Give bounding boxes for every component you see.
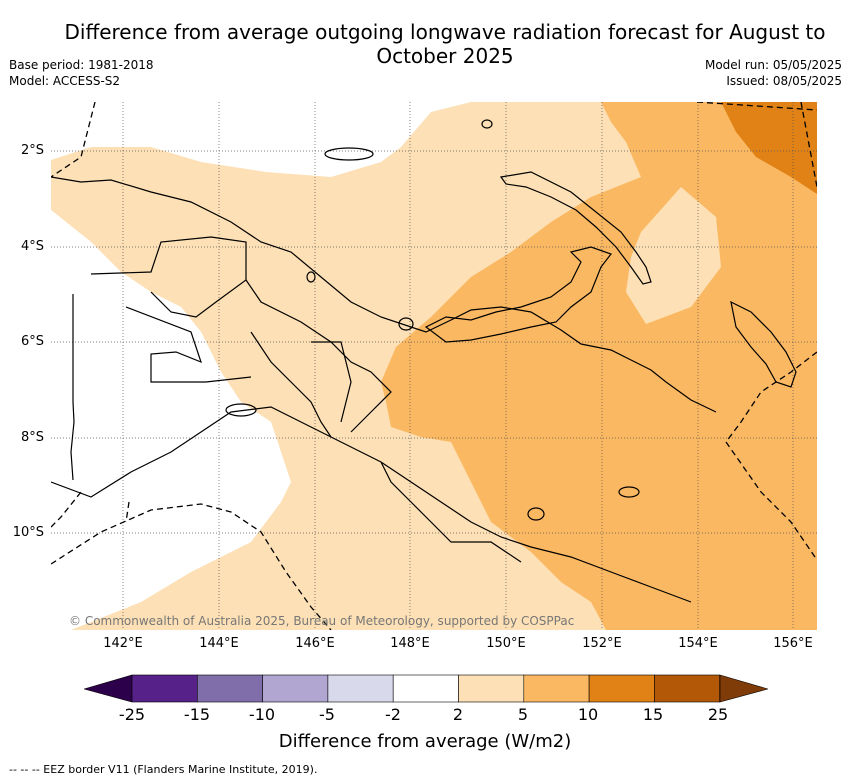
meta-right: Model run: 05/05/2025 Issued: 08/05/2025: [705, 57, 842, 89]
lon-label: 152°E: [582, 636, 622, 651]
model-run: Model run: 05/05/2025: [704, 58, 842, 72]
lon-label: 154°E: [678, 636, 718, 651]
region-neutral-west: [51, 210, 281, 592]
colorbar-cell: [131, 674, 198, 703]
colorbar-cell: [262, 674, 329, 703]
colorbar-tick: 5: [517, 705, 529, 724]
colorbar-label: Difference from average (W/m2): [278, 731, 572, 752]
colorbar-tick: 2: [452, 705, 464, 724]
map-title: Difference from average outgoing longwav…: [64, 20, 826, 68]
colorbar: [84, 674, 768, 703]
colorbar-tick: 15: [642, 705, 664, 724]
colorbar-tick: -15: [183, 705, 211, 724]
lat-label: 6°S: [20, 334, 44, 349]
colorbar-cell: [523, 674, 590, 703]
lat-label: 2°S: [20, 143, 44, 158]
lon-label: 150°E: [486, 636, 526, 651]
colorbar-cell: [392, 674, 459, 703]
issued-date: Issued: 08/05/2025: [726, 74, 842, 88]
colorbar-tick: -25: [118, 705, 146, 724]
map-svg: [51, 102, 817, 630]
colorbar-cell: [197, 674, 263, 703]
lon-label: 156°E: [773, 636, 813, 651]
colorbar-cell: [327, 674, 394, 703]
meta-left: Base period: 1981-2018 Model: ACCESS-S2: [9, 57, 154, 89]
model-name: Model: ACCESS-S2: [9, 74, 121, 88]
lat-label: 10°S: [12, 525, 44, 540]
colorbar-tick: 25: [707, 705, 729, 724]
colorbar-tick: -2: [385, 705, 401, 724]
colorbar-tick: 10: [577, 705, 599, 724]
lat-label: 8°S: [20, 430, 44, 445]
colorbar-over-arrow: [719, 674, 768, 703]
copyright-notice: © Commonwealth of Australia 2025, Bureau…: [69, 614, 575, 628]
colorbar-cell: [458, 674, 525, 703]
eez-footnote: -- -- -- EEZ border V11 (Flanders Marine…: [9, 763, 318, 776]
region-2-to-5-east-patch: [626, 187, 721, 324]
lat-label: 4°S: [20, 239, 44, 254]
colorbar-cell: [654, 674, 721, 703]
colorbar-under-arrow: [84, 674, 133, 703]
lon-label: 148°E: [390, 636, 430, 651]
lon-label: 142°E: [103, 636, 143, 651]
eez-borders: [51, 102, 817, 630]
colorbar-cell: [588, 674, 655, 703]
colorbar-tick: -10: [248, 705, 276, 724]
lon-label: 146°E: [295, 636, 335, 651]
colorbar-tick: -5: [319, 705, 335, 724]
coastlines: [51, 119, 797, 603]
lon-label: 144°E: [199, 636, 239, 651]
base-period: Base period: 1981-2018: [9, 58, 154, 72]
map-panel: [51, 102, 817, 630]
